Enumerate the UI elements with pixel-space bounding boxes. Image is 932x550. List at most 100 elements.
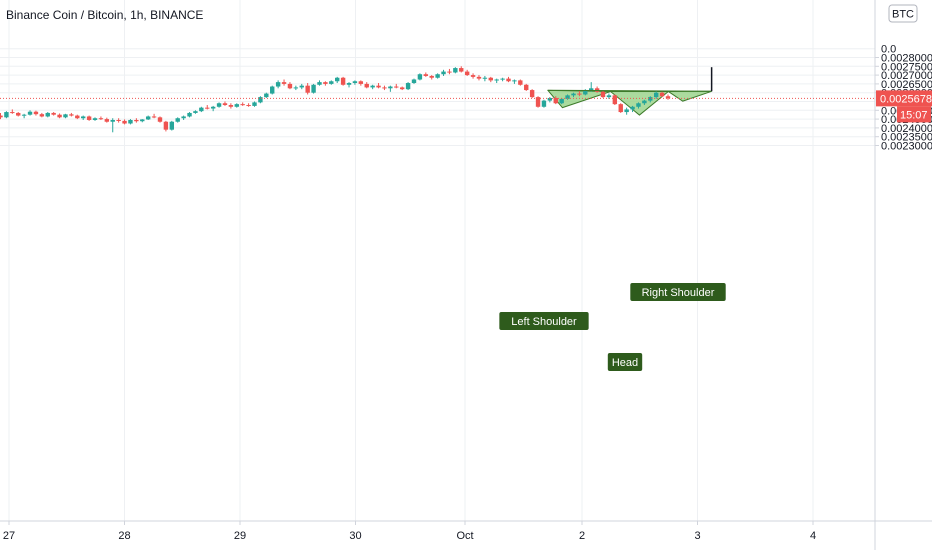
candle-body	[323, 82, 328, 84]
candle-body	[187, 112, 192, 117]
candle-body	[423, 74, 429, 76]
time-tick-label: 29	[234, 530, 246, 542]
candle-body	[140, 119, 145, 122]
price-tick-top: 0.0	[881, 44, 896, 56]
badge-box	[888, 4, 918, 23]
price-tick-label: 0.0023500	[881, 132, 932, 144]
candle-body	[388, 86, 393, 89]
candle-body	[128, 119, 133, 124]
time-tick-label: Oct	[456, 530, 473, 542]
candle-body	[305, 85, 310, 93]
candle-body	[441, 71, 446, 75]
candle-body	[287, 83, 293, 89]
candle-body	[553, 97, 558, 104]
countdown-text: 15:07	[900, 109, 928, 121]
candle-body	[535, 97, 541, 107]
candle-body	[529, 90, 535, 98]
neckline	[547, 89, 712, 92]
candle-body	[163, 121, 169, 130]
candle-body	[636, 103, 641, 107]
candle-body	[417, 74, 423, 80]
candle-body	[210, 106, 216, 109]
candle-body	[488, 77, 493, 81]
candle-body	[240, 104, 245, 106]
candle-body	[275, 82, 281, 87]
label-text: Right Shoulder	[642, 287, 715, 299]
candle-body	[547, 97, 553, 101]
price-tick-label: 0.0026500	[881, 79, 932, 91]
current-price-text: 0.0025678	[880, 93, 932, 105]
candle-body	[199, 107, 204, 112]
label-bg	[607, 353, 643, 371]
candle-body	[541, 100, 547, 107]
candle-body	[134, 119, 139, 122]
candle-body	[175, 118, 180, 122]
countdown-label: 15:07	[897, 106, 931, 123]
candle-body	[122, 120, 127, 124]
candle-body	[370, 85, 375, 88]
candle-body	[512, 80, 517, 82]
candle-body	[364, 83, 369, 88]
label-bg	[630, 283, 726, 301]
candle-body	[116, 119, 121, 121]
label-text: Left Shoulder	[511, 316, 577, 328]
candle-body	[411, 79, 417, 84]
candle-body	[340, 77, 346, 85]
candle-body	[216, 103, 222, 107]
candle-body	[659, 92, 665, 97]
candle-body	[27, 111, 33, 115]
candle-body	[234, 104, 239, 107]
grid	[0, 0, 875, 521]
candle-body	[252, 102, 257, 106]
candle-body	[145, 116, 151, 120]
candle-body	[577, 93, 582, 95]
current-price-label: 0.0025678	[876, 90, 932, 107]
candle-body	[39, 114, 45, 117]
time-tick-label: 28	[118, 530, 130, 542]
candles	[0, 66, 671, 133]
candle-body	[630, 106, 635, 110]
candle-body	[193, 111, 198, 113]
candle-body	[435, 74, 440, 78]
candle-body	[246, 105, 251, 107]
candle-body	[376, 85, 381, 88]
candle-body	[394, 86, 399, 88]
candle-body	[299, 85, 304, 88]
candle-body	[281, 82, 287, 84]
candle-body	[16, 112, 21, 116]
candle-body	[459, 68, 464, 72]
price-tick-label: 0.0024000	[881, 123, 932, 135]
candle-body	[589, 88, 594, 91]
candle-body	[358, 81, 364, 84]
candle-body	[482, 77, 488, 79]
candle-body	[33, 111, 39, 115]
candle-body	[258, 97, 263, 103]
candle-body	[80, 116, 86, 119]
price-tick-label: 0.0028000	[881, 53, 932, 65]
candle-body	[169, 121, 175, 130]
candle-body	[45, 112, 50, 117]
candle-body	[624, 109, 629, 113]
candle-body	[63, 114, 68, 118]
price-tick-label: 0.0027500	[881, 61, 932, 73]
time-tick-label: 27	[3, 530, 15, 542]
candle-body	[181, 116, 186, 119]
right-shoulder-label: Right Shoulder	[630, 283, 726, 301]
candle-body	[399, 87, 405, 90]
right-shoulder-shape	[666, 90, 712, 102]
candle-body	[86, 116, 92, 120]
candle-body	[222, 103, 228, 106]
candle-body	[57, 114, 62, 118]
candle-body	[648, 97, 653, 101]
candle-body	[311, 84, 316, 93]
candle-body	[494, 79, 499, 81]
countdown-bg	[897, 106, 931, 123]
candle-body	[565, 95, 570, 99]
overlays: Left Shoulder Head Right Shoulder	[0, 67, 875, 371]
candle-body	[476, 76, 482, 79]
candle-body	[642, 100, 647, 104]
candle-body	[104, 119, 110, 122]
candle-body	[405, 83, 411, 90]
